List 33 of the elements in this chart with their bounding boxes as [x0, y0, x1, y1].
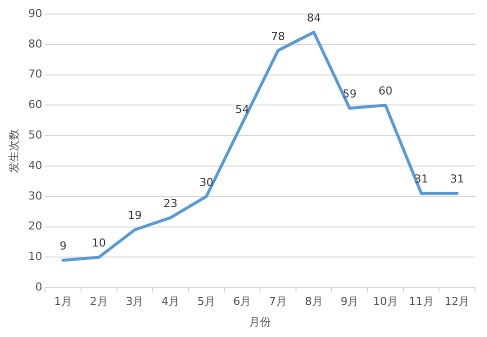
data-label: 59 [342, 88, 357, 101]
data-label: 10 [92, 236, 106, 250]
x-tick-label: 4月 [162, 295, 180, 308]
y-axis-title: 发生次数 [7, 128, 20, 173]
x-tick-label: 2月 [90, 295, 108, 308]
x-tick-label: 10月 [372, 295, 398, 308]
y-tick-label: 70 [28, 68, 42, 81]
data-label: 9 [60, 240, 67, 253]
data-label: 60 [378, 84, 392, 98]
y-tick-label: 10 [28, 250, 42, 264]
y-tick-label: 80 [28, 37, 42, 50]
x-tick-label: 1月 [54, 295, 72, 308]
x-tick-label: 12月 [444, 295, 470, 308]
x-tick-label: 9月 [340, 295, 359, 308]
y-tick-label: 40 [28, 158, 42, 172]
x-axis-title: 月份 [249, 315, 272, 328]
y-tick-label: 60 [28, 98, 42, 112]
y-tick-label: 0 [35, 280, 42, 294]
y-tick-label: 30 [28, 189, 42, 202]
data-label: 31 [450, 172, 464, 186]
x-tick-label: 6月 [233, 295, 252, 308]
data-label: 78 [271, 30, 286, 43]
x-tick-label: 8月 [304, 295, 323, 308]
x-tick-label: 5月 [197, 295, 216, 308]
y-tick-label: 20 [28, 220, 42, 233]
y-tick-label: 50 [28, 128, 42, 142]
data-label: 19 [128, 209, 142, 222]
x-tick-label: 11月 [408, 295, 434, 308]
y-tick-label: 90 [28, 6, 42, 20]
data-label: 23 [164, 197, 178, 210]
x-tick-label: 7月 [269, 295, 288, 308]
x-tick-label: 3月 [126, 295, 144, 308]
data-label: 84 [306, 12, 321, 25]
